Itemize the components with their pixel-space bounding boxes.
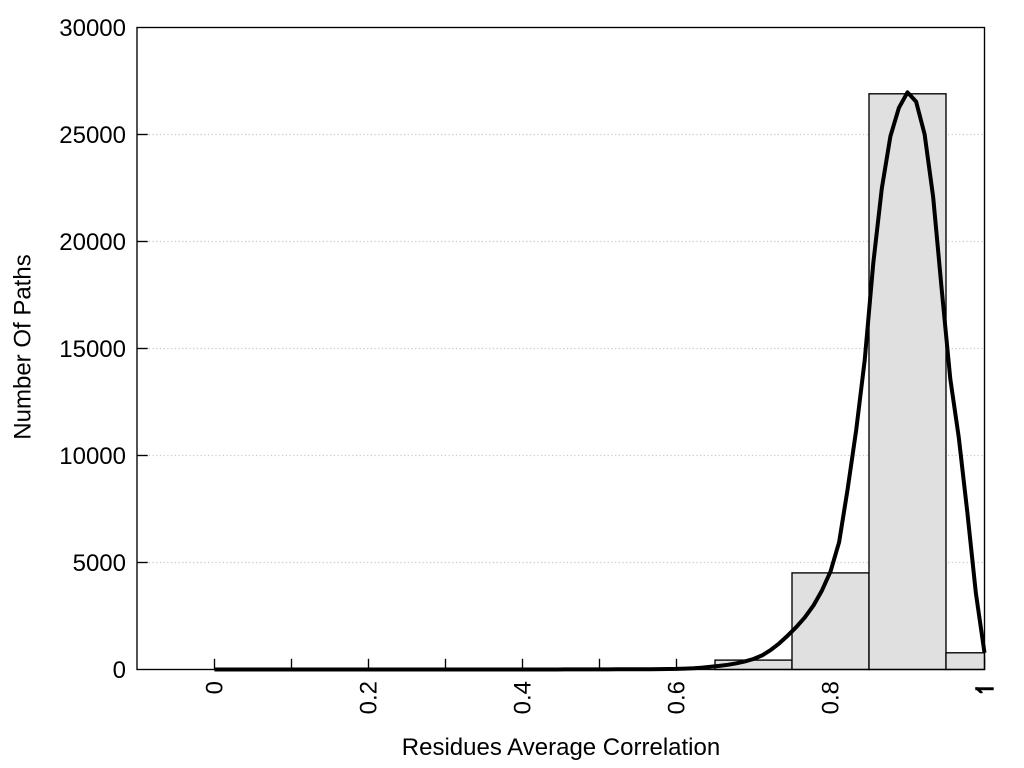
svg-text:0.4: 0.4 bbox=[510, 681, 537, 714]
svg-text:0.2: 0.2 bbox=[356, 681, 383, 714]
svg-text:0.8: 0.8 bbox=[818, 681, 845, 714]
svg-text:15000: 15000 bbox=[59, 336, 126, 363]
svg-text:5000: 5000 bbox=[73, 550, 126, 577]
svg-text:Number Of Paths: Number Of Paths bbox=[10, 254, 37, 439]
svg-text:0.6: 0.6 bbox=[664, 681, 691, 714]
svg-text:0: 0 bbox=[113, 657, 126, 684]
svg-text:25000: 25000 bbox=[59, 122, 126, 149]
svg-text:10000: 10000 bbox=[59, 443, 126, 470]
svg-text:20000: 20000 bbox=[59, 229, 126, 256]
svg-text:Residues Average Correlation: Residues Average Correlation bbox=[402, 734, 720, 761]
svg-text:0: 0 bbox=[202, 681, 229, 694]
svg-text:30000: 30000 bbox=[59, 15, 126, 42]
